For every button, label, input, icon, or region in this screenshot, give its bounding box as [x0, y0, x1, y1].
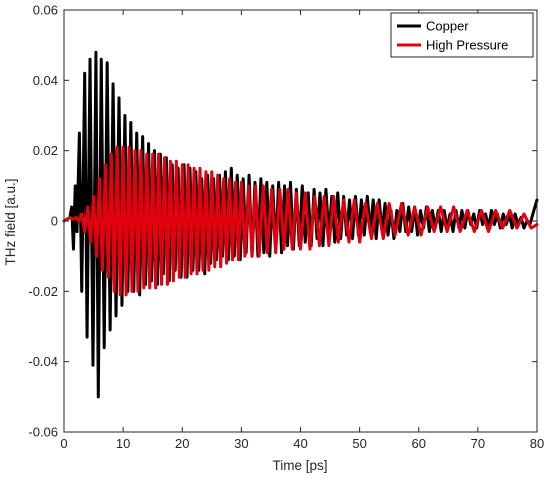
y-tick-label: 0.06 — [33, 3, 58, 18]
x-tick-label: 80 — [530, 436, 544, 451]
x-tick-label: 60 — [412, 436, 426, 451]
legend-box — [390, 12, 534, 58]
y-tick-label: 0.02 — [33, 143, 58, 158]
x-tick-label: 30 — [234, 436, 248, 451]
x-tick-label: 50 — [352, 436, 366, 451]
y-tick-label: -0.02 — [28, 284, 58, 299]
x-tick-label: 0 — [60, 436, 67, 451]
x-tick-label: 20 — [175, 436, 189, 451]
series-layer — [62, 50, 539, 399]
x-axis-label: Time [ps] — [272, 458, 327, 473]
x-tick-label: 10 — [116, 436, 130, 451]
y-tick-label: -0.06 — [28, 425, 58, 440]
series-line-high-pressure — [62, 145, 539, 297]
y-tick-label: -0.04 — [28, 354, 58, 369]
y-tick-label: 0 — [51, 214, 58, 229]
y-tick-label: 0.04 — [33, 73, 58, 88]
legend-label-copper: Copper — [426, 19, 469, 34]
x-tick-label: 70 — [471, 436, 485, 451]
legend: Copper High Pressure — [390, 12, 534, 58]
y-axis-label: THz field [a.u.] — [3, 178, 18, 265]
tick-labels: 0 10 20 30 40 50 60 70 80 -0.06 -0.04 -0.02 0 0.02 0.0… — [28, 3, 544, 452]
legend-label-high-pressure: High Pressure — [426, 38, 508, 53]
x-tick-label: 40 — [293, 436, 307, 451]
